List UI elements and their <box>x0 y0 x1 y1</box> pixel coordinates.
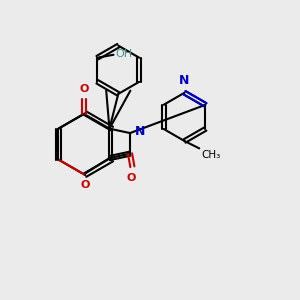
Text: CH₃: CH₃ <box>202 150 221 160</box>
Text: N: N <box>179 74 190 87</box>
Text: N: N <box>135 125 146 138</box>
Text: O: O <box>81 180 90 190</box>
Text: OH: OH <box>115 49 132 59</box>
Text: O: O <box>79 84 88 94</box>
Text: O: O <box>126 172 136 183</box>
